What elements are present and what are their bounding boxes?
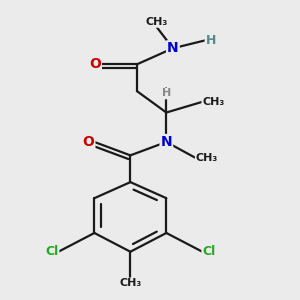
Text: N: N (160, 135, 172, 149)
Text: Cl: Cl (45, 245, 58, 258)
Text: Cl: Cl (202, 245, 216, 258)
Text: CH₃: CH₃ (119, 278, 142, 289)
Text: CH₃: CH₃ (202, 97, 225, 107)
Text: CH₃: CH₃ (196, 153, 218, 163)
Text: N: N (167, 41, 179, 55)
Text: O: O (82, 135, 94, 149)
Text: O: O (89, 57, 101, 71)
Text: H: H (206, 34, 216, 47)
Text: H: H (162, 88, 171, 98)
Text: CH₃: CH₃ (146, 17, 168, 27)
